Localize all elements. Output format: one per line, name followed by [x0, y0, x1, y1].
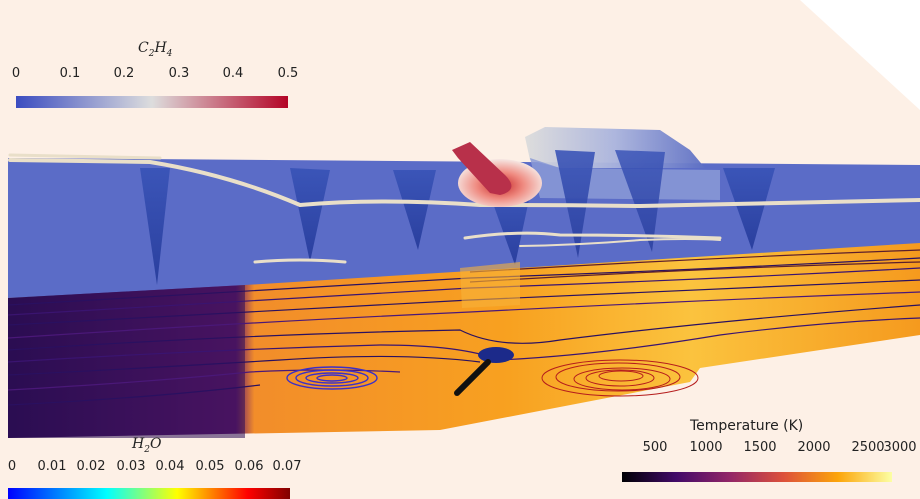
temperature-colorbar: [622, 472, 892, 482]
temperature-tick: 2500: [851, 440, 885, 455]
h2o-tick: 0.02: [76, 459, 106, 474]
h2o-tick: 0.05: [195, 459, 225, 474]
h2o-tick: 0.07: [272, 459, 302, 474]
c2h4-colorbar-title: C2H4: [138, 40, 173, 59]
h2o-tick: 0.03: [116, 459, 146, 474]
h2o-tick: 0.06: [234, 459, 264, 474]
c2h4-tick: 0.2: [113, 66, 135, 81]
h2o-tick: 0.01: [37, 459, 67, 474]
cavity-step: [460, 262, 520, 308]
c2h4-tick: 0.4: [222, 66, 244, 81]
h2o-colorbar-title: H2O: [132, 436, 162, 455]
temperature-tick: 2000: [797, 440, 831, 455]
recirculation-loop-right: [541, 359, 699, 397]
h2o-colorbar: [8, 488, 290, 499]
temperature-tick: 3000: [883, 440, 917, 455]
c2h4-colorbar: [16, 96, 288, 108]
temperature-colorbar-title: Temperature (K): [690, 418, 804, 434]
temperature-tick: 500: [642, 440, 668, 455]
c2h4-tick: 0.1: [59, 66, 81, 81]
temperature-tick: 1500: [743, 440, 777, 455]
temperature-slice-dark-region: [8, 285, 245, 438]
injection-arrow: [454, 359, 491, 396]
injection-hotspot: [478, 347, 514, 363]
c2h4-tick: 0.3: [168, 66, 190, 81]
fuel-injector: [452, 142, 512, 195]
c2h4-tick: 0: [11, 66, 21, 81]
recirculation-loop-left: [286, 366, 378, 390]
h2o-tick: 0: [7, 459, 17, 474]
temperature-tick: 1000: [689, 440, 723, 455]
c2h4-tick: 0.5: [277, 66, 299, 81]
c2h4-cones: [140, 150, 775, 285]
streamline-ribbons: [8, 153, 920, 264]
h2o-tick: 0.04: [155, 459, 185, 474]
